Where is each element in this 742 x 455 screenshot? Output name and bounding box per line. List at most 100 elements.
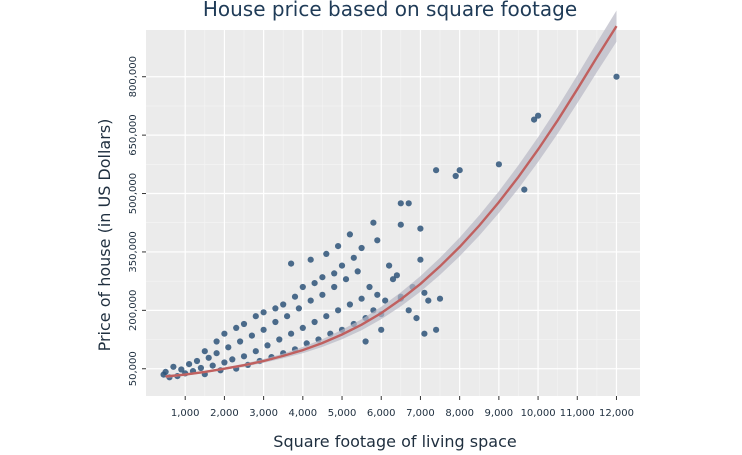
data-point bbox=[291, 293, 299, 300]
x-tick-label: 2,000 bbox=[210, 408, 239, 419]
x-tick-label: 3,000 bbox=[249, 408, 278, 419]
data-point bbox=[162, 368, 169, 375]
fit-line bbox=[165, 25, 618, 378]
data-point bbox=[178, 366, 185, 373]
x-tick-label: 10,000 bbox=[521, 408, 556, 419]
data-point bbox=[389, 276, 397, 283]
plot-panel: 1,000 2,000 3,000 4,000 5,000 6,000 7,000 8,000… bbox=[128, 10, 640, 419]
data-point bbox=[335, 243, 342, 250]
data-point bbox=[452, 172, 459, 180]
data-point bbox=[197, 364, 204, 372]
x-tick-label: 7,000 bbox=[406, 408, 435, 419]
data-point bbox=[319, 291, 326, 298]
data-point bbox=[405, 200, 412, 207]
data-point bbox=[260, 309, 267, 316]
data-point bbox=[288, 260, 295, 267]
data-point bbox=[346, 231, 353, 238]
y-tick-label: 200,000 bbox=[128, 290, 139, 331]
x-tick-label: 4,000 bbox=[289, 408, 318, 419]
data-point bbox=[425, 297, 432, 304]
data-point bbox=[248, 332, 255, 339]
data-point bbox=[323, 313, 330, 320]
data-point bbox=[280, 301, 287, 308]
x-tick-label: 12,000 bbox=[599, 408, 634, 419]
data-point bbox=[405, 307, 412, 314]
data-point bbox=[397, 200, 404, 207]
data-point bbox=[307, 256, 314, 263]
data-point bbox=[335, 307, 342, 314]
data-point bbox=[331, 283, 338, 291]
data-point bbox=[288, 330, 295, 337]
data-point bbox=[535, 112, 542, 119]
data-point bbox=[417, 225, 424, 232]
data-point bbox=[307, 297, 314, 304]
data-point bbox=[531, 116, 538, 123]
data-point bbox=[221, 330, 228, 337]
data-point bbox=[252, 348, 259, 355]
data-point bbox=[386, 262, 393, 269]
y-axis-title: Price of house (in US Dollars) bbox=[95, 119, 114, 352]
data-point bbox=[378, 326, 385, 333]
data-point bbox=[350, 254, 357, 261]
data-point bbox=[319, 274, 326, 281]
data-point bbox=[272, 318, 279, 326]
data-point bbox=[299, 283, 306, 291]
data-point bbox=[272, 305, 279, 312]
data-point bbox=[264, 342, 271, 349]
y-tick-label: 800,000 bbox=[128, 56, 139, 97]
x-tick-label: 5,000 bbox=[328, 408, 357, 419]
data-point bbox=[413, 315, 420, 322]
x-tick-label: 6,000 bbox=[367, 408, 396, 419]
data-point bbox=[358, 295, 365, 302]
data-point bbox=[374, 291, 381, 298]
x-axis-title: Square footage of living space bbox=[273, 432, 516, 451]
data-point bbox=[237, 338, 244, 345]
data-point bbox=[186, 361, 193, 368]
y-tick-label: 350,000 bbox=[128, 231, 139, 272]
data-point bbox=[299, 324, 306, 331]
x-tick-label: 8,000 bbox=[445, 408, 474, 419]
data-point bbox=[311, 280, 318, 287]
data-point bbox=[240, 353, 248, 360]
data-point bbox=[421, 289, 428, 296]
data-point bbox=[433, 326, 440, 333]
data-point bbox=[417, 256, 424, 263]
data-point bbox=[362, 338, 369, 345]
data-point bbox=[295, 305, 302, 312]
chart-title: House price based on square footage bbox=[203, 0, 577, 21]
data-point bbox=[209, 362, 216, 369]
data-point bbox=[331, 270, 338, 277]
data-point bbox=[358, 244, 365, 252]
data-point bbox=[346, 301, 353, 308]
data-point bbox=[495, 161, 502, 168]
data-point bbox=[613, 73, 620, 80]
data-point bbox=[170, 363, 177, 370]
data-point bbox=[397, 221, 404, 228]
data-point bbox=[370, 219, 377, 226]
y-tick-label: 50,000 bbox=[128, 351, 139, 386]
data-point bbox=[225, 344, 232, 351]
data-point bbox=[342, 276, 350, 283]
data-point bbox=[338, 262, 346, 269]
y-tick-label: 650,000 bbox=[128, 114, 139, 155]
data-point bbox=[240, 320, 248, 328]
data-point bbox=[382, 297, 389, 304]
confidence-band bbox=[165, 10, 617, 379]
data-point bbox=[252, 313, 259, 320]
data-point bbox=[260, 326, 267, 333]
plot-area-background bbox=[146, 30, 640, 396]
data-point bbox=[221, 359, 228, 366]
data-point bbox=[354, 268, 361, 275]
data-point bbox=[193, 357, 201, 365]
data-point bbox=[311, 318, 318, 326]
data-point bbox=[436, 295, 444, 302]
data-point bbox=[213, 350, 220, 357]
y-tick-label: 500,000 bbox=[128, 173, 139, 214]
x-tick-label: 11,000 bbox=[560, 408, 595, 419]
data-point bbox=[205, 354, 212, 361]
data-point bbox=[456, 167, 463, 174]
data-point bbox=[213, 338, 220, 345]
data-point bbox=[374, 237, 381, 244]
data-point bbox=[433, 167, 440, 174]
